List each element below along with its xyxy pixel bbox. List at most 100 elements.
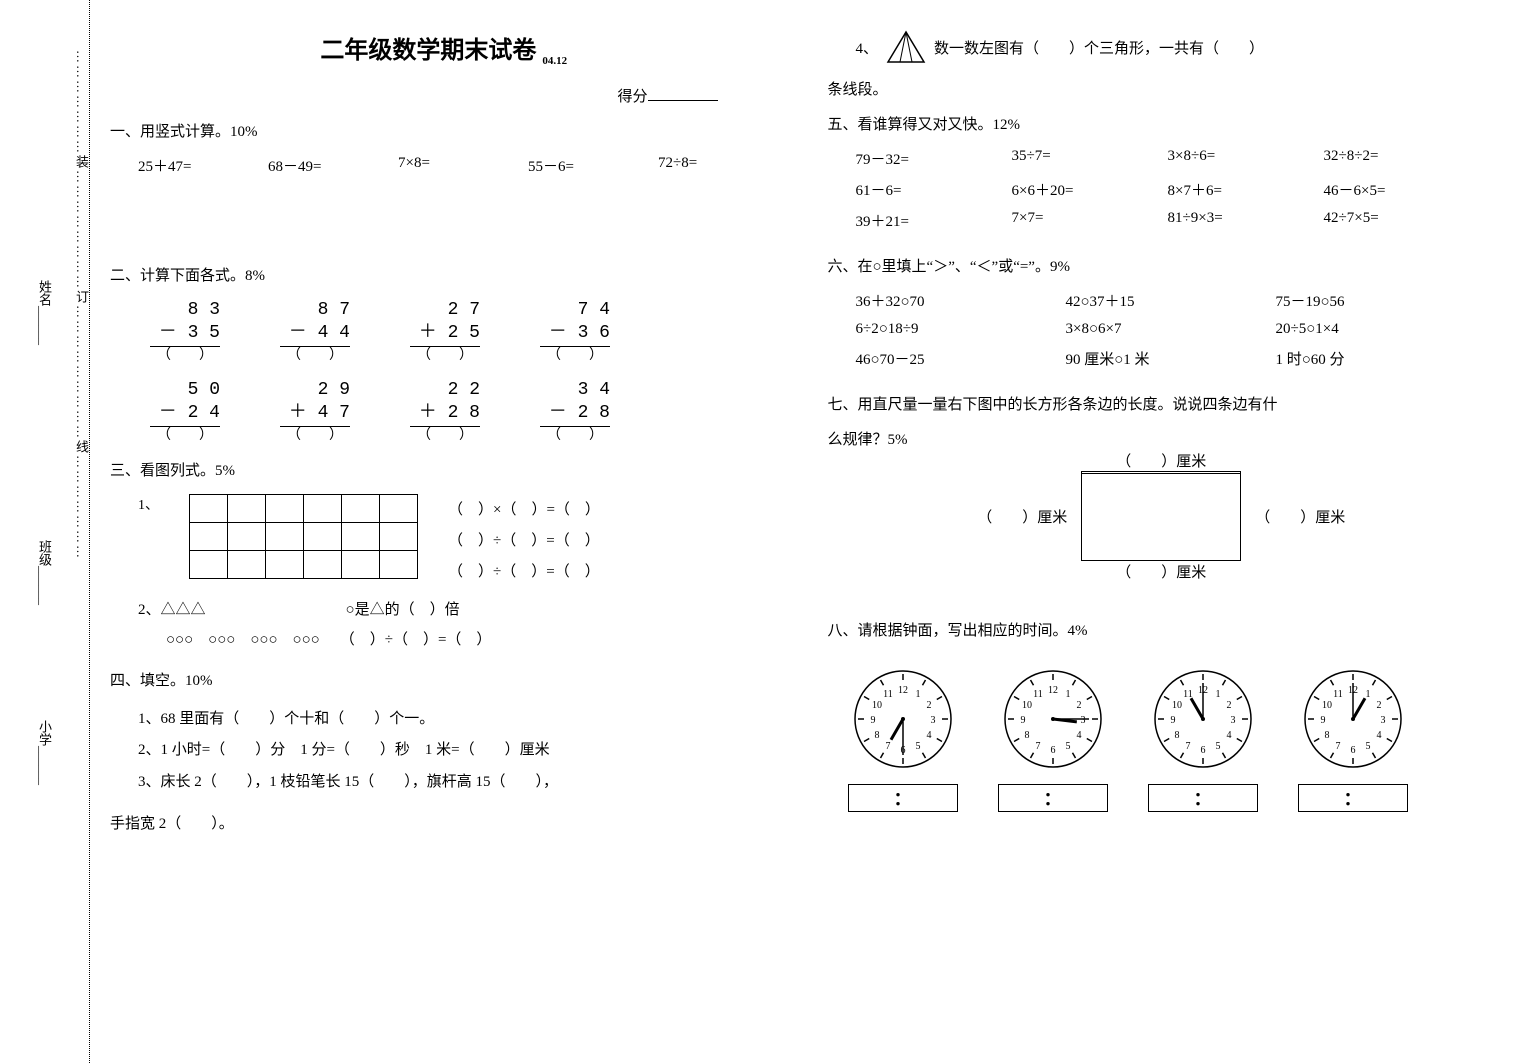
eq-col: （ ）×（ ）=（ ） （ ）÷（ ）=（ ） （ ）÷（ ）=（ ） xyxy=(448,494,600,581)
sec4-item4-post: 数一数左图有（ ）个三角形，一共有（ ） xyxy=(934,37,1264,58)
sec4-item4-pre: 4、 xyxy=(856,37,879,58)
svg-text:11: 11 xyxy=(883,689,893,700)
sec1-item: 72÷8= xyxy=(658,155,748,176)
sec3-item2-l2-left: ○○○ ○○○ ○○○ ○○○ xyxy=(166,625,320,655)
clock-icon: 121234567891011 xyxy=(848,664,958,774)
calc-cell: 42÷7×5= xyxy=(1324,210,1444,231)
sec1-items: 25＋47= 68－49= 7×8= 55－6= 72÷8= xyxy=(110,155,778,176)
vstack-bot: ＋ 4 7 xyxy=(280,402,350,426)
svg-text:6: 6 xyxy=(1200,745,1205,756)
sec2-row2: 5 0 － 2 4 （ ） 2 9 ＋ 4 7 （ ） 2 2 ＋ 2 8 （ … xyxy=(110,379,778,445)
label-class: 班级______ xyxy=(35,540,54,605)
sec6-head: 六、在○里填上“＞”、“＜”或“=”。9% xyxy=(828,255,1496,276)
svg-text:10: 10 xyxy=(872,700,882,711)
svg-text:9: 9 xyxy=(1020,715,1025,726)
svg-text:2: 2 xyxy=(926,700,931,711)
label-school: 小学______ xyxy=(35,720,54,785)
svg-text:1: 1 xyxy=(1215,689,1220,700)
sec4-line: 2、1 小时=（ ）分 1 分=（ ）秒 1 米=（ ）厘米 xyxy=(138,735,778,767)
clock-icon: 121234567891011 xyxy=(998,664,1108,774)
vstack: 2 2 ＋ 2 8 （ ） xyxy=(410,379,480,445)
spacer xyxy=(110,190,778,250)
boxes-table xyxy=(189,494,418,579)
svg-text:12: 12 xyxy=(1048,685,1058,696)
cmp-cell: 90 厘米○1 米 xyxy=(1066,348,1226,369)
sec8-head: 八、请根据钟面，写出相应的时间。4% xyxy=(828,619,1496,640)
sec1-item: 7×8= xyxy=(398,155,488,176)
vstack-ans: （ ） xyxy=(410,347,480,365)
vstack-ans: （ ） xyxy=(540,427,610,445)
time-box: ： xyxy=(1148,784,1258,812)
binding-markers: …………………装……………………订………………………线………………… xyxy=(72,50,91,560)
calc-cell: 8×7＋6= xyxy=(1168,179,1288,200)
sec1-item: 55－6= xyxy=(528,155,618,176)
vstack: 7 4 － 3 6 （ ） xyxy=(540,299,610,365)
svg-text:7: 7 xyxy=(885,741,890,752)
vstack-top: 2 7 xyxy=(410,299,480,322)
calc-cell: 61－6= xyxy=(856,179,976,200)
calc-cell: 7×7= xyxy=(1012,210,1132,231)
sec4-item4-l2: 条线段。 xyxy=(828,78,1496,99)
svg-text:10: 10 xyxy=(1022,700,1032,711)
svg-text:4: 4 xyxy=(1376,730,1381,741)
cmp-cell: 46○70－25 xyxy=(856,348,1016,369)
clock-cell: 121234567891011 ： xyxy=(1148,664,1258,812)
svg-text:3: 3 xyxy=(1230,715,1235,726)
svg-text:1: 1 xyxy=(1365,689,1370,700)
score-blank xyxy=(648,100,718,101)
vstack-ans: （ ） xyxy=(410,427,480,445)
cmp-cell: 42○37＋15 xyxy=(1066,290,1226,311)
svg-text:1: 1 xyxy=(1065,689,1070,700)
svg-text:2: 2 xyxy=(1226,700,1231,711)
time-box: ： xyxy=(998,784,1108,812)
svg-text:6: 6 xyxy=(1350,745,1355,756)
svg-text:7: 7 xyxy=(1185,741,1190,752)
sec1-item: 25＋47= xyxy=(138,155,228,176)
svg-text:5: 5 xyxy=(1365,741,1370,752)
vstack: 5 0 － 2 4 （ ） xyxy=(150,379,220,445)
sec7-figure: （ ）厘米 （ ）厘米 （ ）厘米 （ ）厘米 xyxy=(828,471,1496,561)
sec7-head2: 么规律？5% xyxy=(828,428,1496,449)
calc-cell: 35÷7= xyxy=(1012,148,1132,169)
svg-text:8: 8 xyxy=(1024,730,1029,741)
svg-text:8: 8 xyxy=(1324,730,1329,741)
svg-text:4: 4 xyxy=(926,730,931,741)
svg-text:1: 1 xyxy=(915,689,920,700)
vstack-top: 7 4 xyxy=(540,299,610,322)
vstack: 2 9 ＋ 4 7 （ ） xyxy=(280,379,350,445)
page: 二年级数学期末试卷 04.12 得分 一、用竖式计算。10% 25＋47= 68… xyxy=(90,0,1535,1063)
svg-text:6: 6 xyxy=(1050,745,1055,756)
rect-label-right: （ ）厘米 xyxy=(1255,506,1345,527)
svg-text:4: 4 xyxy=(1226,730,1231,741)
binding-margin: 小学______ 班级______ 姓名______ …………………装……………… xyxy=(0,0,90,1063)
svg-text:4: 4 xyxy=(1076,730,1081,741)
vstack-ans: （ ） xyxy=(280,427,350,445)
calc-cell: 39＋21= xyxy=(856,210,976,231)
sec4-lines: 1、68 里面有（ ）个十和（ ）个一。 2、1 小时=（ ）分 1 分=（ ）… xyxy=(110,704,778,799)
cmp-cell: 3×8○6×7 xyxy=(1066,321,1226,338)
svg-text:5: 5 xyxy=(1065,741,1070,752)
clock-icon: 121234567891011 xyxy=(1148,664,1258,774)
vstack: 3 4 － 2 8 （ ） xyxy=(540,379,610,445)
sec6-grid: 36＋32○70 42○37＋15 75－19○56 6÷2○18÷9 3×8○… xyxy=(828,290,1496,379)
eq: （ ）÷（ ）=（ ） xyxy=(448,560,600,581)
label-name: 姓名______ xyxy=(35,280,54,345)
rectangle-icon: （ ）厘米 （ ）厘米 xyxy=(1081,471,1241,561)
sec3-head: 三、看图列式。5% xyxy=(110,459,778,480)
vstack-ans: （ ） xyxy=(150,347,220,365)
svg-text:9: 9 xyxy=(1170,715,1175,726)
svg-text:7: 7 xyxy=(1035,741,1040,752)
sec7-head: 七、用直尺量一量右下图中的长方形各条边的长度。说说四条边有什 xyxy=(828,393,1496,414)
rect-label-bot: （ ）厘米 xyxy=(1082,561,1240,582)
eq: （ ）×（ ）=（ ） xyxy=(448,498,600,519)
calc-cell: 46－6×5= xyxy=(1324,179,1444,200)
vstack-top: 8 3 xyxy=(150,299,220,322)
vstack-top: 2 9 xyxy=(280,379,350,402)
time-box: ： xyxy=(1298,784,1408,812)
sec3-item2: 2、△△△ ○是△的（ ）倍 ○○○ ○○○ ○○○ ○○○ （ ）÷（ ）=（… xyxy=(110,595,778,655)
vstack-bot: － 2 8 xyxy=(540,402,610,426)
title-sub: 04.12 xyxy=(542,55,567,67)
vstack-top: 3 4 xyxy=(540,379,610,402)
sec4-line: 1、68 里面有（ ）个十和（ ）个一。 xyxy=(138,704,778,736)
svg-text:10: 10 xyxy=(1322,700,1332,711)
